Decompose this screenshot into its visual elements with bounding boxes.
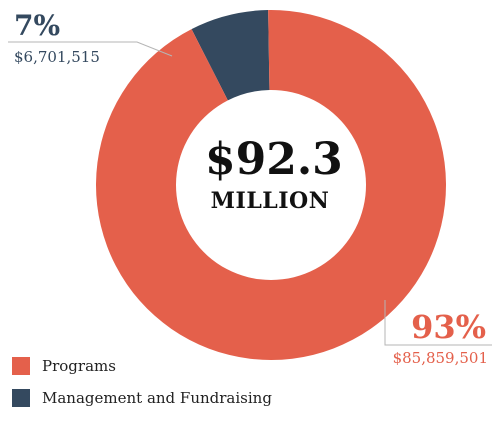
programs-percent-label: 93% [411,308,486,346]
donut-slice-management [191,10,270,101]
legend-label-management: Management and Fundraising [42,389,272,407]
legend-label-programs: Programs [42,357,116,375]
center-total-unit: MILLION [210,188,330,214]
programs-amount-label: $85,859,501 [392,349,488,367]
management-amount-label: $6,701,515 [14,48,100,66]
center-total-value: $92.3 [205,134,343,185]
legend-item-management: Management and Fundraising [12,382,272,414]
callout-line-management [8,41,173,57]
legend-swatch-management [12,389,30,407]
callout-line-programs [384,300,492,346]
management-percent-label: 7% [14,9,61,42]
donut-slice-programs [95,10,446,360]
legend-swatch-programs [12,357,30,375]
legend-item-programs: Programs [12,350,272,382]
legend: Programs Management and Fundraising [12,350,272,414]
